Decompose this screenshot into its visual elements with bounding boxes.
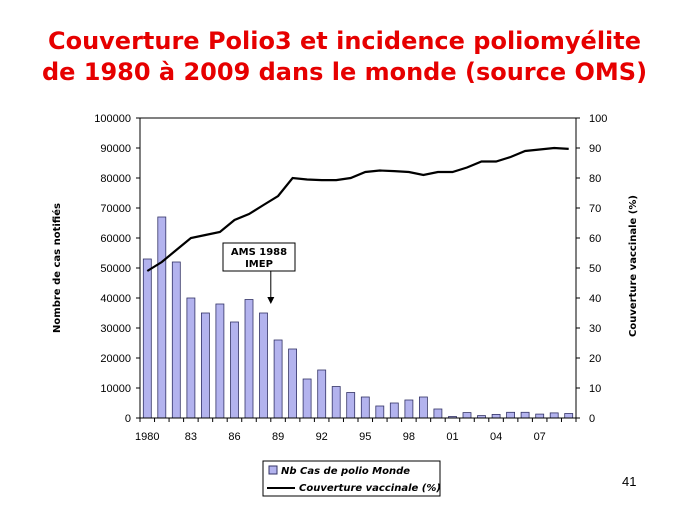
right-tick-label: 40 [589,293,601,305]
legend-line-label: Couverture vaccinale (%) [299,483,441,494]
bar-2002 [462,412,472,419]
x-tick-label: 98 [403,431,415,443]
legend-bar-swatch [268,465,278,475]
legend-box [262,460,441,497]
bar-2005 [506,411,516,419]
left-tick-label: 80000 [100,173,131,185]
bar-2006 [520,411,530,419]
left-tick-label: 50000 [100,263,131,275]
right-axis-ticks: 0 10 20 30 40 50 60 70 80 90 100 [576,113,607,425]
x-tick-label: 04 [490,431,502,443]
bar-2004 [491,413,501,419]
x-tick-label: 83 [185,431,197,443]
bar-1984 [200,312,210,419]
left-tick-label: 90000 [100,143,131,155]
bar-1999 [418,396,428,419]
bar-1997 [389,402,399,419]
left-tick-label: 10000 [100,383,131,395]
x-tick-label: 07 [534,431,546,443]
x-tick-label: 95 [359,431,371,443]
bar-1989 [273,339,283,419]
right-tick-label: 70 [589,203,601,215]
bar-2000 [433,408,443,419]
left-tick-label: 40000 [100,293,131,305]
bar-1994 [346,392,356,419]
right-tick-label: 60 [589,233,601,245]
left-axis-title: Nombre de cas notifiés [51,203,63,333]
annotation-line-2: IMEP [245,259,273,270]
left-tick-label: 0 [125,413,131,425]
right-tick-label: 10 [589,383,601,395]
bar-1998 [404,399,414,419]
x-tick-label: 01 [446,431,458,443]
x-axis-ticks: 1980 83 86 89 92 95 98 01 04 07 [135,418,577,443]
bar-1995 [360,396,370,419]
bar-1985 [215,303,225,419]
bar-1987 [244,299,254,419]
left-axis-ticks: 0 10000 20000 30000 40000 50000 60000 70000 8000… [94,113,140,425]
x-tick-label: 86 [228,431,240,443]
bar-1993 [331,386,341,419]
left-tick-label: 100000 [94,113,131,125]
annotation-box [222,242,296,272]
right-axis-title: Couverture vaccinale (%) [628,195,639,337]
bar-1996 [375,405,385,419]
x-tick-label: 89 [272,431,284,443]
right-tick-label: 100 [589,113,607,125]
legend-bar-label: Nb Cas de polio Monde [281,466,410,477]
bar-2007 [535,413,545,419]
right-tick-label: 0 [589,413,595,425]
left-tick-label: 30000 [100,323,131,335]
bar-1980 [142,258,152,419]
bar-1992 [317,369,327,419]
bar-1988 [259,312,268,419]
bar-1991 [302,378,312,419]
bar-2009 [564,413,574,419]
bar-1982 [171,261,181,419]
annotation-arrowhead [267,297,275,304]
x-tick-label: 1980 [135,431,159,443]
title-line-1: Couverture Polio3 et incidence poliomyél… [47,27,642,55]
right-tick-label: 50 [589,263,601,275]
page-number: 41 [622,474,637,489]
bar-1990 [288,348,298,419]
x-tick-label: 92 [316,431,328,443]
annotation-line-1: AMS 1988 [231,247,287,258]
bar-1981 [157,216,167,419]
legend: Nb Cas de polio Monde Couverture vaccina… [262,460,441,497]
right-tick-label: 30 [589,323,601,335]
bar-series [142,216,574,419]
left-tick-label: 20000 [100,353,131,365]
left-tick-label: 60000 [100,233,131,245]
title-line-2: de 1980 à 2009 dans le monde (source OMS… [41,58,648,86]
right-tick-label: 20 [589,353,601,365]
bar-1986 [230,321,239,419]
bar-1983 [186,297,196,419]
right-tick-label: 90 [589,143,601,155]
right-tick-label: 80 [589,173,601,185]
annotation-ams-1988: AMS 1988 IMEP [222,242,296,304]
coverage-line [146,146,569,272]
bar-2008 [549,412,559,419]
left-tick-label: 70000 [100,203,131,215]
